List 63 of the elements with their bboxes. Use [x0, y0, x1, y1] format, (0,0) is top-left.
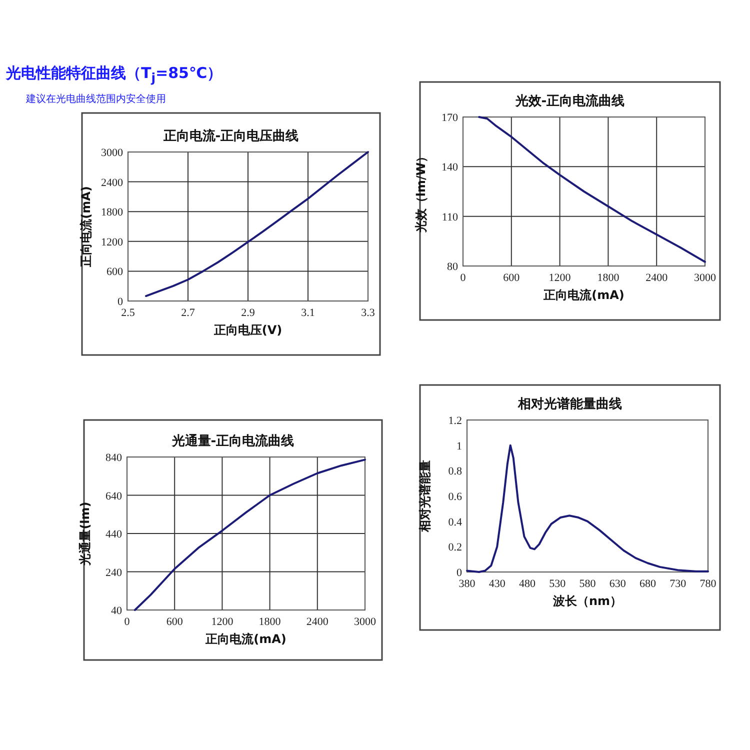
x-tick-label: 530 — [549, 578, 566, 590]
x-tick-label: 680 — [640, 578, 656, 590]
x-tick-label: 780 — [700, 578, 717, 590]
y-tick-label: 1800 — [101, 206, 124, 219]
y-tick-label: 3000 — [101, 147, 124, 159]
x-axis-title: 正向电流(mA) — [204, 632, 286, 646]
x-tick-label: 2.5 — [121, 307, 136, 319]
y-axis-title: 光效（lm/W） — [414, 150, 428, 234]
x-tick-label: 2.7 — [181, 307, 196, 319]
y-axis-title: 光通量(lm) — [78, 502, 92, 566]
x-tick-label: 1800 — [258, 616, 282, 628]
y-tick-label: 1 — [456, 440, 462, 452]
x-tick-label: 2.9 — [241, 307, 256, 319]
y-tick-label: 640 — [106, 490, 122, 502]
y-tick-label: 0.2 — [448, 542, 462, 554]
y-tick-label: 0.8 — [448, 466, 462, 478]
text: 建议在光电曲线范围内安全使用 — [26, 92, 166, 106]
x-tick-label: 580 — [579, 578, 596, 590]
text: 光电性能特征曲线（T$_{j}$=85℃） — [6, 64, 222, 85]
y-tick-label: 1200 — [101, 236, 124, 248]
y-tick-label: 0.4 — [448, 516, 462, 528]
x-tick-label: 600 — [503, 272, 520, 284]
y-tick-label: 2400 — [101, 176, 124, 189]
x-axis-title: 正向电压(V) — [212, 323, 282, 337]
y-tick-label: 240 — [106, 566, 122, 579]
chart-title: 正向电流-正向电压曲线 — [162, 128, 299, 144]
y-tick-label: 0.6 — [448, 491, 462, 503]
chart-title: 光通量-正向电流曲线 — [170, 433, 294, 449]
x-tick-label: 730 — [670, 578, 687, 590]
x-axis-title: 正向电流(mA) — [542, 288, 624, 302]
x-tick-label: 1200 — [211, 616, 234, 628]
x-tick-label: 2400 — [306, 616, 329, 628]
y-axis-title: 正向电流(mA) — [79, 186, 93, 268]
x-tick-label: 3000 — [354, 616, 376, 628]
x-tick-label: 630 — [609, 578, 626, 590]
y-tick-label: 170 — [442, 112, 458, 124]
y-axis-title: 相对光谱能量 — [418, 460, 432, 533]
x-axis-title: 波长（nm） — [552, 594, 622, 608]
x-tick-label: 1200 — [548, 272, 572, 284]
y-tick-label: 80 — [447, 261, 458, 273]
y-tick-label: 440 — [106, 528, 122, 540]
chart-title: 光效-正向电流曲线 — [514, 93, 625, 109]
chart-title: 相对光谱能量曲线 — [517, 396, 622, 412]
x-tick-label: 600 — [166, 616, 184, 628]
line-series — [478, 116, 706, 263]
y-tick-label: 140 — [442, 162, 458, 174]
line-series — [466, 444, 709, 573]
x-tick-label: 3000 — [694, 272, 716, 284]
x-tick-label: 380 — [458, 578, 476, 590]
x-tick-label: 1800 — [597, 272, 620, 284]
x-tick-label: 2400 — [646, 272, 668, 284]
x-tick-label: 480 — [519, 578, 536, 590]
y-tick-label: 1.2 — [448, 415, 462, 427]
y-tick-label: 840 — [106, 452, 122, 464]
x-tick-label: 430 — [488, 578, 506, 590]
x-tick-label: 3.1 — [301, 307, 315, 319]
y-tick-label: 0 — [118, 296, 124, 308]
line-series — [134, 458, 366, 611]
y-tick-label: 110 — [442, 211, 458, 224]
x-tick-label: 3.3 — [361, 307, 376, 319]
y-tick-label: 40 — [111, 605, 122, 617]
line-series — [145, 151, 369, 298]
y-tick-label: 0 — [456, 567, 462, 579]
